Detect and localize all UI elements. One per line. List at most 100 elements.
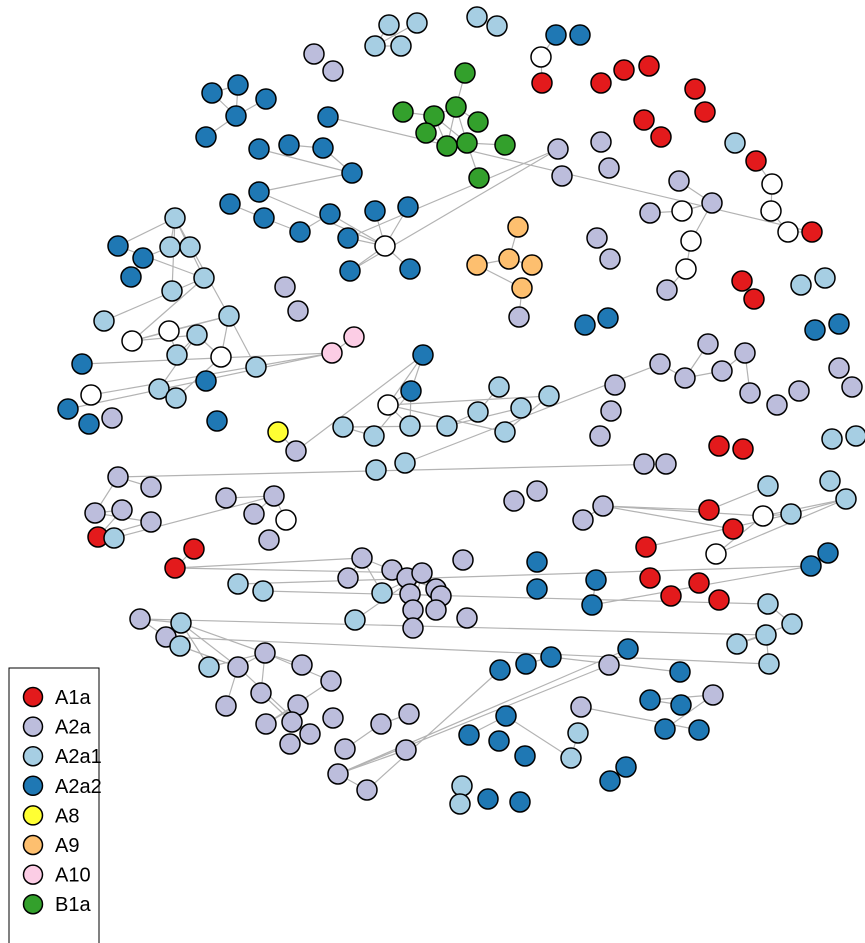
network-node-a2a2	[58, 399, 78, 419]
network-node-a2a1	[391, 36, 411, 56]
network-node-a2a1	[487, 16, 507, 36]
network-node-a9	[499, 249, 519, 269]
network-node-a2a2	[618, 639, 638, 659]
network-node-a2a1	[364, 426, 384, 446]
network-node-a2a	[357, 780, 377, 800]
network-node-unassigned	[676, 259, 696, 279]
network-node-a2a2	[340, 261, 360, 281]
network-node-a1a	[709, 436, 729, 456]
network-node-a2a2	[249, 182, 269, 202]
network-node-a2a	[656, 454, 676, 474]
legend-swatch-a2a2	[24, 776, 43, 795]
network-node-a2a	[650, 354, 670, 374]
network-edge	[263, 591, 768, 604]
network-node-a2a2	[586, 570, 606, 590]
legend-swatch-b1a	[24, 895, 43, 914]
network-node-a2a	[712, 361, 732, 381]
network-node-a2a2	[515, 746, 535, 766]
network-node-a2a2	[290, 222, 310, 242]
network-node-a1a	[802, 222, 822, 242]
network-node-a2a	[280, 734, 300, 754]
network-node-a2a	[702, 193, 722, 213]
network-node-a2a1	[170, 636, 190, 656]
network-node-a2a2	[510, 792, 530, 812]
network-node-a2a2	[582, 595, 602, 615]
network-edge	[175, 218, 229, 316]
network-node-a2a2	[801, 556, 821, 576]
legend-swatch-a1a	[24, 688, 43, 707]
network-node-a2a	[590, 426, 610, 446]
network-node-a2a1	[568, 723, 588, 743]
network-node-a2a	[509, 307, 529, 327]
network-node-a2a1	[822, 429, 842, 449]
network-node-a2a2	[600, 771, 620, 791]
network-node-a2a	[591, 132, 611, 152]
network-node-a2a1	[782, 614, 802, 634]
network-node-a2a1	[333, 417, 353, 437]
network-node-unassigned	[753, 506, 773, 526]
network-node-a2a2	[478, 789, 498, 809]
network-node-a2a2	[279, 135, 299, 155]
network-node-a1a	[165, 558, 185, 578]
network-node-unassigned	[531, 47, 551, 67]
network-node-a2a2	[413, 345, 433, 365]
network-node-a2a2	[398, 197, 418, 217]
legend-label-a8: A8	[55, 805, 79, 827]
network-edge	[104, 278, 204, 321]
network-node-a2a	[321, 671, 341, 691]
network-node-b1a	[457, 133, 477, 153]
network-node-a2a	[256, 714, 276, 734]
network-edge	[175, 558, 362, 568]
network-node-a2a	[259, 530, 279, 550]
network-node-a2a2	[338, 228, 358, 248]
legend: A1aA2aA2a1A2a2A8A9A10B1a	[9, 668, 102, 943]
network-node-a2a2	[616, 757, 636, 777]
network-node-a2a1	[815, 268, 835, 288]
network-node-a2a1	[400, 416, 420, 436]
network-edge	[259, 173, 352, 192]
network-node-a2a1	[162, 281, 182, 301]
network-node-a2a2	[342, 163, 362, 183]
network-node-a2a	[789, 381, 809, 401]
network-node-a2a	[703, 685, 723, 705]
network-node-a2a	[587, 228, 607, 248]
network-node-a2a	[600, 249, 620, 269]
network-node-a2a	[130, 609, 150, 629]
network-node-a2a	[300, 724, 320, 744]
network-node-a8	[268, 422, 288, 442]
network-node-a2a2	[72, 354, 92, 374]
network-node-a2a1	[468, 402, 488, 422]
network-node-b1a	[393, 102, 413, 122]
network-node-a2a	[352, 548, 372, 568]
network-node-a2a2	[541, 647, 561, 667]
network-node-a9	[467, 255, 487, 275]
network-node-a2a	[141, 512, 161, 532]
network-node-a1a	[614, 60, 634, 80]
network-node-a10	[344, 327, 364, 347]
network-node-a10	[322, 343, 342, 363]
network-node-a1a	[639, 56, 659, 76]
network-node-a2a	[601, 401, 621, 421]
network-node-a2a2	[496, 706, 516, 726]
network-node-a2a2	[570, 25, 590, 45]
network-node-a2a1	[228, 574, 248, 594]
network-node-a1a	[732, 271, 752, 291]
network-node-a2a1	[489, 377, 509, 397]
network-node-a2a1	[561, 748, 581, 768]
network-node-a2a	[669, 171, 689, 191]
network-node-a2a2	[365, 201, 385, 221]
network-node-a2a1	[166, 388, 186, 408]
network-node-a2a	[338, 568, 358, 588]
network-node-a2a2	[670, 662, 690, 682]
network-node-a1a	[709, 590, 729, 610]
network-node-unassigned	[378, 395, 398, 415]
network-node-a1a	[685, 79, 705, 99]
network-node-a2a1	[452, 776, 472, 796]
network-node-a2a2	[527, 579, 547, 599]
network-node-a1a	[723, 519, 743, 539]
network-node-b1a	[416, 123, 436, 143]
network-node-a2a1	[187, 325, 207, 345]
legend-label-a1a: A1a	[55, 687, 91, 709]
network-node-a2a	[228, 657, 248, 677]
network-node-a2a1	[727, 634, 747, 654]
